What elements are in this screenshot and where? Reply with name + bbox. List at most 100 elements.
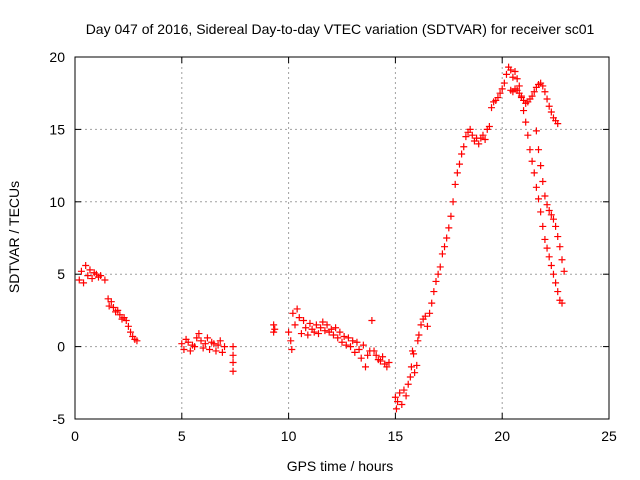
data-point — [558, 256, 566, 264]
data-point — [289, 309, 297, 317]
data-point — [77, 267, 85, 275]
data-point — [310, 328, 318, 336]
x-tick-label: 0 — [71, 428, 79, 444]
data-point — [554, 120, 562, 128]
data-point — [359, 341, 367, 349]
data-point — [82, 262, 90, 270]
data-point — [417, 321, 425, 329]
data-point — [547, 262, 555, 270]
data-point — [447, 212, 455, 220]
grid — [75, 57, 609, 419]
data-point — [392, 405, 400, 413]
data-point — [411, 369, 419, 377]
data-point — [479, 131, 487, 139]
data-point — [349, 337, 357, 345]
data-point — [229, 359, 237, 367]
data-point — [441, 243, 449, 251]
data-point — [543, 201, 551, 209]
data-point — [530, 88, 538, 96]
data-point — [338, 338, 346, 346]
data-point — [468, 131, 476, 139]
data-point — [552, 279, 560, 287]
data-point — [443, 234, 451, 242]
data-point — [340, 332, 348, 340]
data-point — [302, 324, 310, 332]
data-point — [75, 276, 83, 284]
data-point — [520, 107, 528, 115]
data-point — [549, 270, 557, 278]
data-point — [329, 331, 337, 339]
data-point — [515, 82, 523, 90]
data-point — [107, 298, 115, 306]
data-point — [361, 363, 369, 371]
data-point — [449, 198, 457, 206]
data-point — [543, 95, 551, 103]
data-point — [342, 341, 350, 349]
chart-title: Day 047 of 2016, Sidereal Day-to-day VTE… — [86, 21, 595, 37]
data-point — [406, 373, 414, 381]
data-point — [186, 347, 194, 355]
data-point — [332, 324, 340, 332]
data-point — [502, 70, 510, 78]
ticks — [74, 56, 610, 420]
data-point — [84, 272, 92, 280]
data-point — [191, 343, 199, 351]
data-point — [398, 401, 406, 409]
data-point — [291, 321, 299, 329]
data-point — [201, 340, 209, 348]
data-point — [466, 125, 474, 133]
data-point — [355, 345, 363, 353]
data-point — [436, 263, 444, 271]
data-point — [545, 253, 553, 261]
data-point — [428, 299, 436, 307]
data-point — [105, 302, 113, 310]
data-point — [460, 143, 468, 151]
data-point — [218, 348, 226, 356]
data-point — [127, 328, 135, 336]
data-point — [526, 146, 534, 154]
x-tick-label: 20 — [494, 428, 510, 444]
data-point — [539, 178, 547, 186]
data-point — [541, 192, 549, 200]
data-point — [304, 331, 312, 339]
data-point — [133, 337, 141, 345]
data-point — [122, 317, 130, 325]
data-point — [537, 162, 545, 170]
y-axis-label: SDTVAR / TECUs — [6, 181, 22, 293]
data-point — [496, 89, 504, 97]
data-point — [370, 347, 378, 355]
data-point — [315, 330, 323, 338]
data-point — [522, 118, 530, 126]
data-point — [415, 331, 423, 339]
data-point — [541, 88, 549, 96]
data-point — [212, 347, 220, 355]
data-point — [404, 380, 412, 388]
data-point — [394, 398, 402, 406]
data-point — [195, 330, 203, 338]
data-point — [410, 350, 418, 358]
data-point — [306, 319, 314, 327]
data-point — [517, 92, 525, 100]
data-point — [445, 224, 453, 232]
data-point — [293, 305, 301, 313]
data-point — [297, 330, 305, 338]
data-point — [221, 343, 229, 351]
data-point — [488, 104, 496, 112]
data-point — [535, 195, 543, 203]
data-point — [494, 94, 502, 102]
data-point — [214, 341, 222, 349]
data-point — [180, 345, 188, 353]
data-point — [432, 277, 440, 285]
data-point — [402, 392, 410, 400]
data-point — [86, 266, 94, 274]
data-point — [334, 334, 342, 342]
data-point — [458, 150, 466, 158]
data-point — [451, 180, 459, 188]
data-point — [295, 314, 303, 322]
plot-frame — [74, 56, 610, 420]
data-point — [287, 337, 295, 345]
data-point — [114, 306, 122, 314]
data-point — [124, 322, 132, 330]
y-tick-label: 5 — [57, 266, 65, 282]
